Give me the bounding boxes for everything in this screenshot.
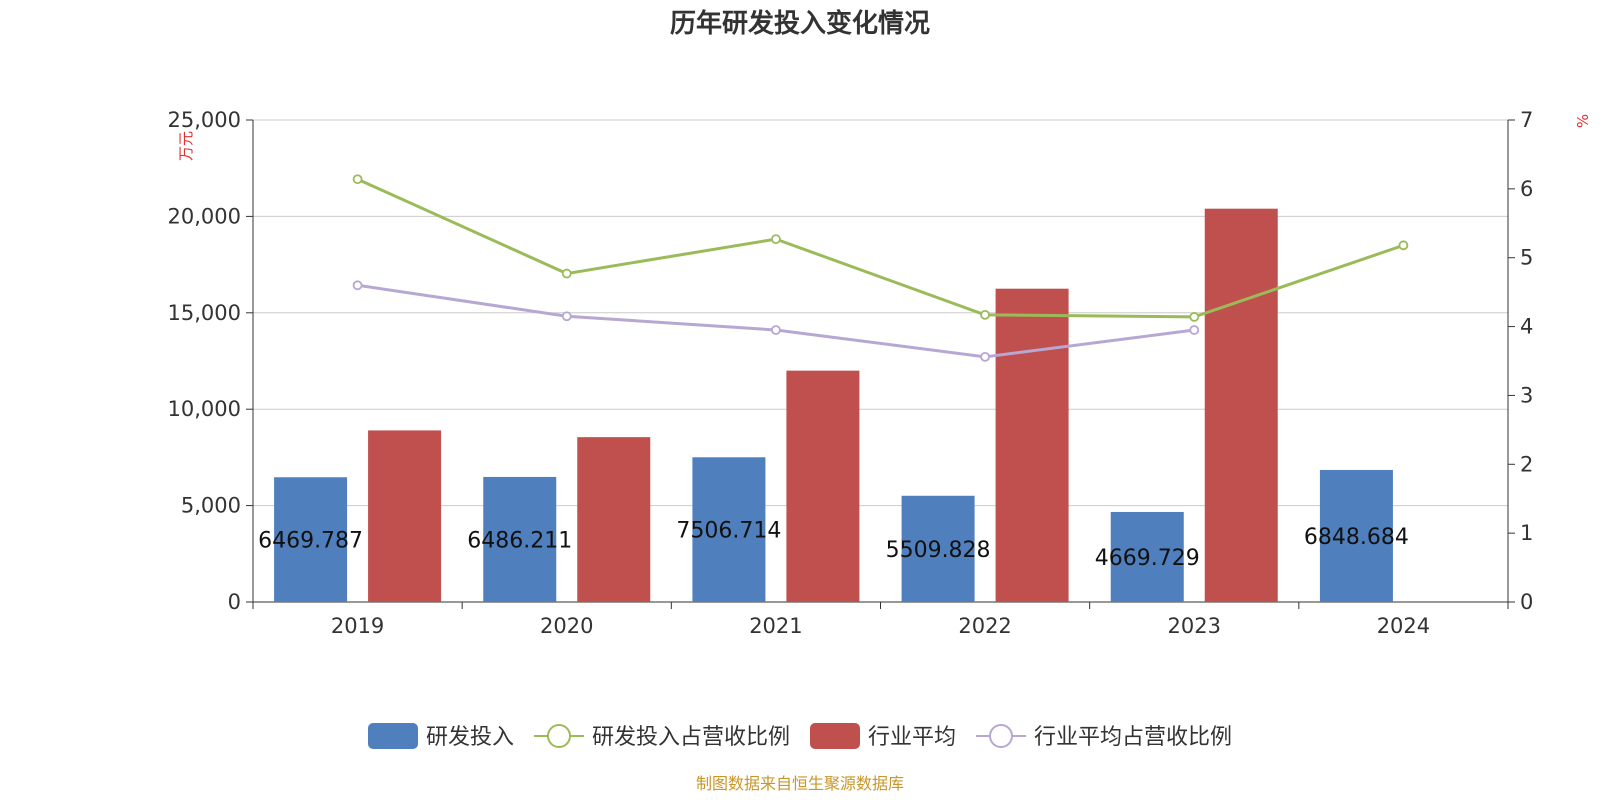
- line-point: [980, 351, 990, 362]
- legend-swatch: [810, 723, 860, 749]
- line-point: [561, 268, 572, 279]
- left-tick-label: 0: [228, 590, 241, 614]
- data-label: 4669.729: [1095, 546, 1200, 571]
- right-tick-label: 0: [1520, 590, 1533, 614]
- bar: [483, 476, 557, 602]
- left-tick-label: 10,000: [168, 397, 241, 421]
- bars: [274, 208, 1393, 603]
- line-point: [980, 309, 990, 320]
- series-lines: [352, 174, 1409, 362]
- data-label: 6848.684: [1304, 525, 1409, 550]
- x-tick-label: 2024: [1377, 614, 1430, 638]
- line-point: [771, 234, 781, 245]
- right-tick-label: 1: [1520, 521, 1533, 545]
- series-line: [357, 283, 1195, 359]
- x-tick-label: 2019: [331, 614, 384, 638]
- line-point: [1189, 312, 1200, 322]
- data-label: 6486.211: [467, 528, 572, 553]
- left-tick-label: 20,000: [168, 204, 241, 228]
- bar: [692, 457, 766, 602]
- bar: [1319, 469, 1393, 602]
- bar: [368, 430, 442, 602]
- legend-label: 行业平均占营收比例: [1034, 725, 1232, 750]
- right-tick-label: 7: [1520, 108, 1533, 132]
- bar: [786, 370, 860, 602]
- line-point: [561, 311, 572, 322]
- data-label: 7506.714: [676, 519, 781, 544]
- line-point: [1189, 325, 1200, 335]
- series-line: [356, 177, 1404, 319]
- legend-label: 行业平均: [868, 725, 956, 750]
- left-axis-unit: 万元: [177, 131, 195, 161]
- left-tick-label: 5,000: [181, 494, 241, 518]
- left-tick-label: 25,000: [168, 108, 241, 132]
- right-tick-label: 5: [1520, 246, 1533, 270]
- left-tick-label: 15,000: [168, 301, 241, 325]
- data-label: 6469.787: [258, 529, 363, 554]
- bar: [995, 288, 1069, 602]
- data-label: 5509.828: [886, 538, 991, 563]
- chart-title: 历年研发投入变化情况: [670, 8, 930, 39]
- legend-marker: [547, 724, 571, 748]
- bar: [1204, 208, 1278, 603]
- legend-marker: [989, 724, 1013, 748]
- grid-lines: [253, 119, 1508, 507]
- right-axis-unit: %: [1574, 114, 1592, 128]
- x-tick-label: 2021: [749, 614, 802, 638]
- legend: 研发投入 研发投入占营收比例 行业平均 行业平均占营收比例: [368, 723, 1232, 750]
- line-point: [771, 325, 781, 335]
- right-tick-label: 4: [1520, 315, 1533, 339]
- source-note: 制图数据来自恒生聚源数据库: [696, 774, 904, 793]
- bar: [577, 437, 651, 602]
- right-tick-label: 6: [1520, 177, 1533, 201]
- axes: 0 5,000 10,000 15,000 20,000 25,000 0 1 2 3 4 5 6 7 20…: [168, 108, 1534, 638]
- line-point: [1398, 240, 1409, 251]
- x-tick-label: 2023: [1168, 614, 1221, 638]
- right-tick-label: 2: [1520, 452, 1533, 476]
- right-tick-label: 3: [1520, 383, 1533, 407]
- legend-swatch: [368, 723, 418, 749]
- line-point: [352, 174, 363, 185]
- bar: [1110, 511, 1184, 602]
- bar: [274, 477, 348, 602]
- data-labels: 6469.787 6486.211 7506.714 5509.828 4669.729…: [258, 519, 1409, 571]
- x-tick-label: 2022: [958, 614, 1011, 638]
- bar: [901, 495, 975, 602]
- legend-label: 研发投入: [426, 725, 514, 750]
- x-tick-label: 2020: [540, 614, 593, 638]
- line-point: [352, 280, 363, 291]
- legend-label: 研发投入占营收比例: [592, 725, 790, 750]
